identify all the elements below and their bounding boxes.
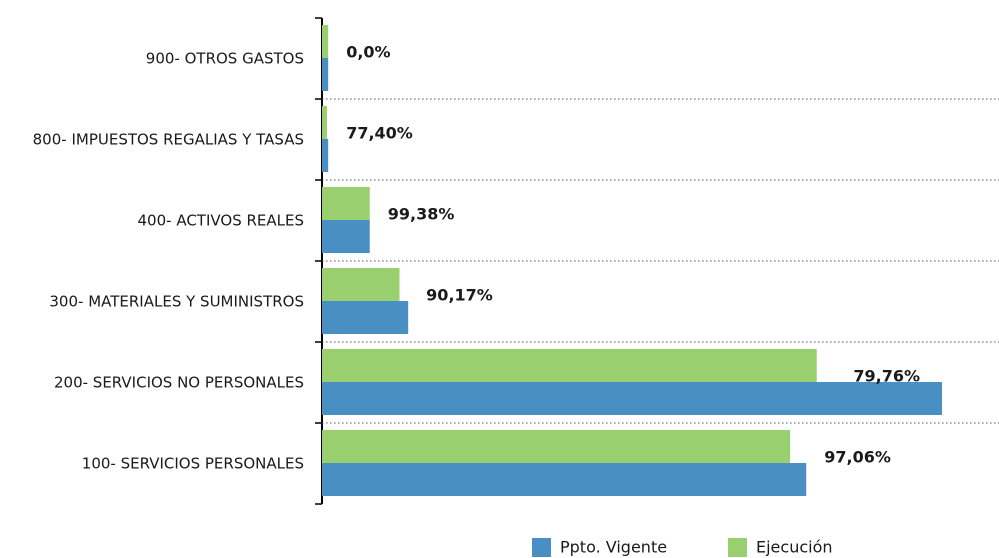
bar <box>322 106 327 139</box>
category-label: 900- OTROS GASTOS <box>146 50 304 68</box>
bar <box>322 301 409 334</box>
bar <box>322 58 329 91</box>
bar <box>322 25 329 58</box>
category-label: 100- SERVICIOS PERSONALES <box>82 455 304 473</box>
legend-label: Ppto. Vigente <box>560 538 667 557</box>
legend-label: Ejecución <box>756 538 833 557</box>
category-label: 300- MATERIALES Y SUMINISTROS <box>49 293 304 311</box>
bar <box>322 187 370 220</box>
annotation: 99,38% <box>388 205 455 224</box>
bar <box>322 382 942 415</box>
bar <box>322 349 817 382</box>
annotation: 0,0% <box>346 43 390 62</box>
annotation: 97,06% <box>824 448 891 467</box>
category-label: 400- ACTIVOS REALES <box>138 212 304 230</box>
bar <box>322 220 370 253</box>
bar <box>322 430 791 463</box>
bar <box>322 139 329 172</box>
legend-swatch <box>532 538 551 557</box>
annotation: 90,17% <box>426 286 493 305</box>
category-label: 800- IMPUESTOS REGALIAS Y TASAS <box>33 131 304 149</box>
bar <box>322 268 400 301</box>
bar <box>322 463 807 496</box>
annotation: 77,40% <box>346 124 413 143</box>
category-label: 200- SERVICIOS NO PERSONALES <box>54 374 304 392</box>
annotation: 79,76% <box>853 367 920 386</box>
legend-swatch <box>728 538 747 557</box>
